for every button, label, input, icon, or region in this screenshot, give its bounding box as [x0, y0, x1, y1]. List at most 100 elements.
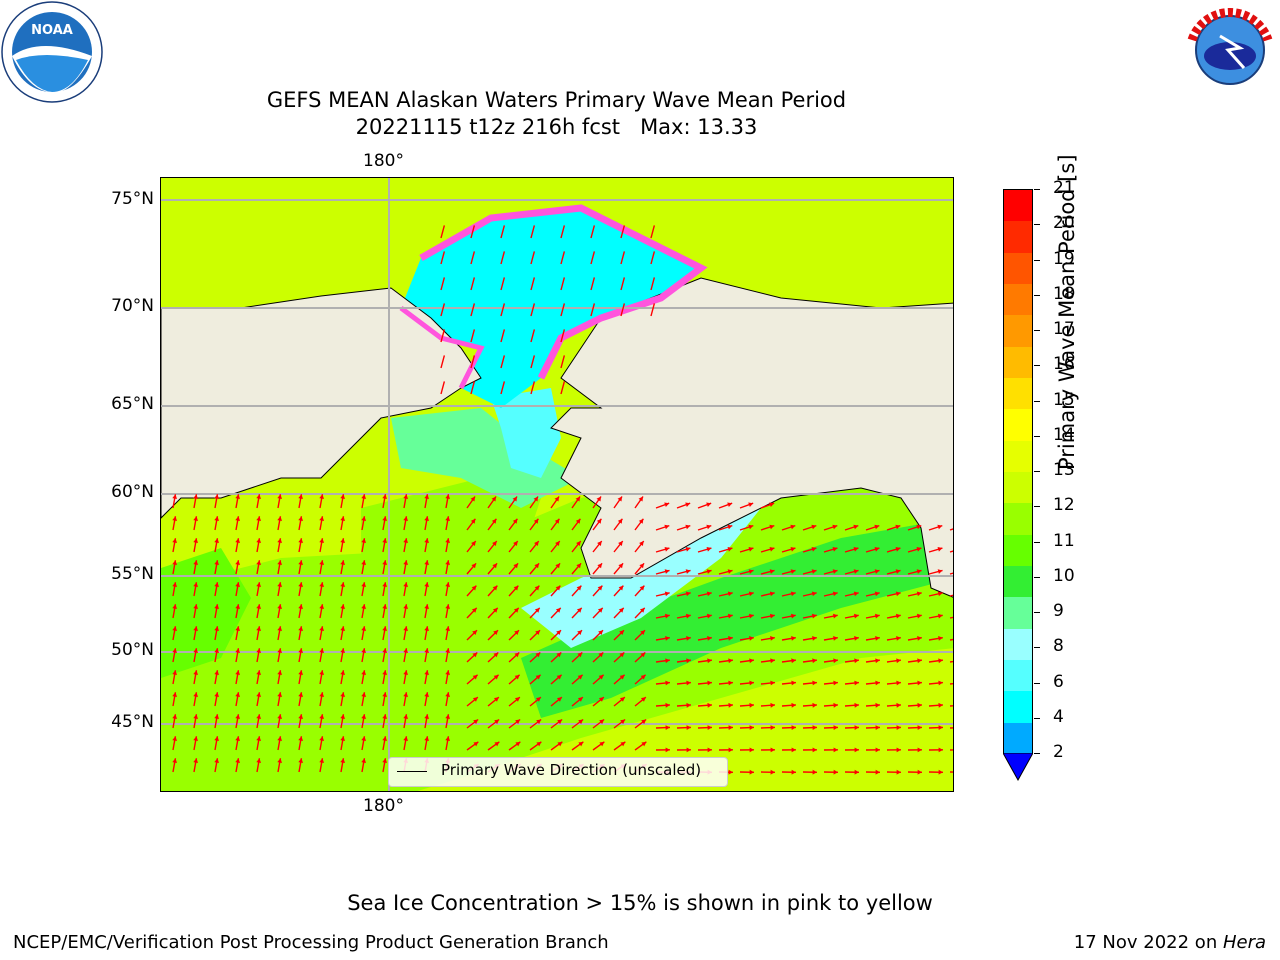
wave-arrow-head — [853, 591, 859, 597]
footer-date-text: 17 Nov 2022 on — [1073, 932, 1223, 953]
wave-arrow-head — [916, 591, 922, 597]
top-lon-label: 180° — [363, 151, 404, 171]
colorbar-tick-label: 13 — [1053, 460, 1075, 480]
wave-arrow — [530, 381, 536, 395]
wave-arrow — [440, 277, 446, 291]
wave-arrow-head — [706, 546, 712, 552]
wave-arrow-head — [640, 674, 646, 680]
wave-arrow-head — [791, 636, 796, 641]
wave-arrow-head — [639, 607, 645, 613]
alaska-land — [550, 277, 953, 598]
colorbar-tick-label: 12 — [1053, 495, 1075, 516]
colorbar-tick-label: 2 — [1053, 742, 1064, 762]
wave-arrow-head — [685, 613, 691, 619]
noaa-logo: NOAA — [1, 1, 103, 103]
wave-arrow-head — [256, 670, 262, 675]
wave-arrow-head — [172, 626, 178, 631]
wave-arrow-head — [685, 502, 691, 507]
colorbar-tick — [1034, 224, 1040, 226]
wave-arrow-head — [277, 758, 283, 763]
lat-label-60: 60°N — [111, 482, 154, 502]
wave-arrow-head — [256, 604, 262, 609]
wave-arrow-head — [749, 680, 754, 686]
wave-arrow — [560, 225, 566, 239]
wave-arrow-head — [854, 680, 859, 686]
wave-arrow-head — [403, 648, 409, 653]
wave-arrow-head — [618, 607, 624, 613]
wave-arrow — [440, 355, 446, 369]
wave-arrow — [949, 594, 953, 597]
wave-arrow-head — [916, 524, 922, 530]
wave-arrow-head — [596, 496, 602, 502]
footer-date: 17 Nov 2022 on Hera — [1074, 932, 1266, 953]
wave-arrow-head — [319, 692, 325, 697]
wave-arrow-head — [361, 494, 367, 499]
wave-arrow-head — [769, 591, 775, 597]
wave-arrow-head — [514, 630, 519, 635]
wave-arrow — [650, 251, 656, 265]
wave-arrow-head — [554, 518, 560, 524]
wave-arrow-head — [556, 674, 562, 680]
wave-arrow — [650, 225, 656, 239]
colorbar-tick-label: 18 — [1053, 283, 1075, 304]
wave-arrow-head — [664, 613, 670, 619]
wave-arrow-head — [472, 697, 478, 702]
legend-line-sample — [397, 771, 427, 772]
wave-arrow — [530, 303, 536, 317]
wave-arrow-head — [597, 563, 603, 569]
wave-arrow-head — [534, 563, 540, 569]
wave-arrow-head — [298, 538, 304, 543]
wave-arrow — [949, 727, 953, 729]
colorbar-segment — [1004, 472, 1032, 504]
wave-arrow-head — [917, 769, 922, 775]
wave-arrow-head — [403, 692, 409, 697]
wave-arrow-head — [340, 692, 346, 697]
wave-arrow-head — [214, 692, 220, 697]
wave-arrow-head — [597, 607, 603, 613]
wave-arrow-head — [298, 736, 304, 741]
wave-arrow-head — [256, 758, 262, 763]
wave-arrow-head — [445, 494, 451, 499]
wave-arrow-head — [812, 702, 817, 708]
wave-arrow-head — [256, 714, 262, 719]
wave-arrow-head — [896, 658, 901, 664]
colorbar-tick — [1034, 400, 1040, 402]
wave-arrow-head — [235, 604, 241, 609]
chart-title: GEFS MEAN Alaskan Waters Primary Wave Me… — [266, 88, 847, 112]
wave-arrow — [620, 303, 626, 317]
wave-arrow-head — [706, 613, 712, 619]
period-bright-green — [521, 518, 953, 718]
wave-arrow-head — [791, 725, 796, 730]
wave-arrow-head — [424, 648, 430, 653]
wave-arrow-head — [235, 714, 241, 719]
wave-arrow-head — [639, 585, 645, 591]
wave-arrow-head — [445, 604, 451, 609]
wave-arrow-head — [361, 692, 367, 697]
wave-arrow-head — [403, 736, 409, 741]
wave-arrow-head — [640, 652, 646, 658]
wave-arrow-head — [319, 758, 325, 763]
wave-arrow-head — [727, 546, 733, 552]
wave-arrow — [530, 355, 536, 369]
wave-arrow-head — [790, 524, 796, 530]
wave-arrow-head — [319, 648, 325, 653]
wave-arrow-head — [790, 591, 796, 597]
wave-arrow-head — [214, 648, 220, 653]
wave-arrow-head — [770, 747, 775, 753]
wave-arrow — [650, 277, 656, 291]
wave-arrow-head — [875, 769, 880, 775]
wave-arrow-head — [769, 502, 775, 507]
wave-arrow-head — [598, 697, 604, 702]
wave-arrow-head — [235, 670, 241, 675]
wave-arrow-head — [515, 741, 521, 747]
lat-label-55: 55°N — [111, 564, 154, 584]
wave-arrow-head — [728, 636, 733, 641]
wave-arrow-head — [640, 697, 646, 702]
wave-arrow-head — [277, 648, 283, 653]
wave-arrow-head — [938, 702, 943, 708]
wave-arrow-head — [536, 741, 542, 747]
wave-arrow-head — [277, 560, 283, 565]
wave-arrow-head — [445, 582, 451, 587]
wave-arrow-head — [833, 658, 838, 664]
wave-arrow-head — [424, 538, 430, 543]
